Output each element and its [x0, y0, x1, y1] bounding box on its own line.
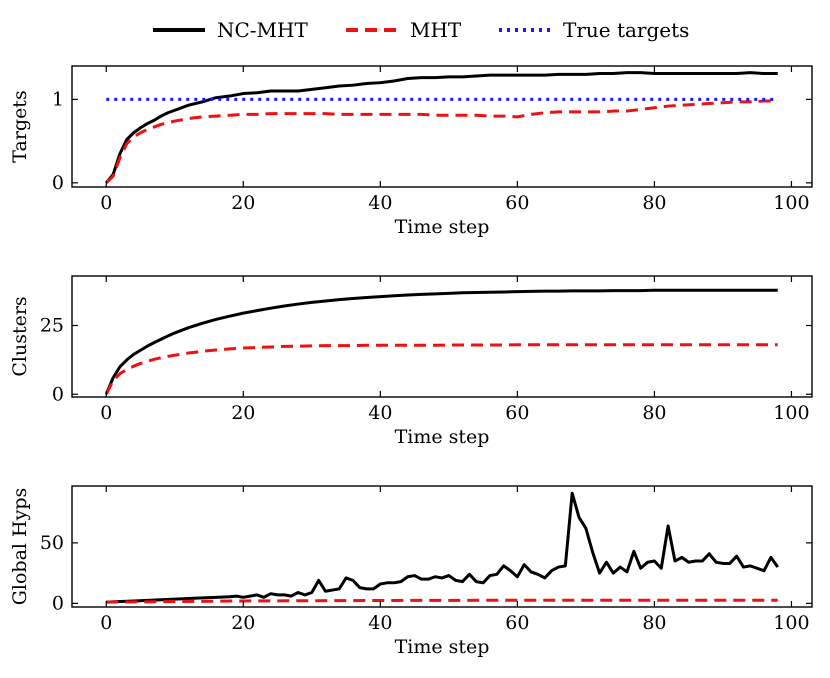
clusters-y-axis-label: Clusters [9, 296, 31, 376]
global-hyps-y-tick-label: 0 [52, 592, 64, 614]
global-hyps-panel: 0 20 40 60 80 100 0 50 Time step Global Hyps [9, 485, 813, 658]
targets-x-tick-label: 20 [231, 192, 255, 214]
targets-series-nc-mht [105, 71, 778, 184]
targets-x-tick-label: 60 [505, 192, 529, 214]
clusters-y-tick-label: 0 [52, 383, 64, 405]
legend-label-nc-mht: NC-MHT [217, 18, 308, 42]
global-hyps-x-tick-label: 80 [642, 612, 666, 634]
targets-x-tick-label: 100 [773, 192, 809, 214]
clusters-series-group [104, 288, 778, 395]
global-hyps-y-tick-label: 50 [40, 532, 64, 554]
global-hyps-y-axis-label: Global Hyps [9, 488, 31, 606]
targets-y-tick-label: 0 [52, 172, 64, 194]
global-hyps-x-tick-label: 40 [368, 612, 392, 634]
targets-series-mht [105, 99, 778, 184]
global-hyps-x-tick-label: 100 [773, 612, 809, 634]
clusters-x-tick-label: 20 [231, 402, 255, 424]
clusters-x-tick-label: 80 [642, 402, 666, 424]
targets-x-tick-label: 80 [642, 192, 666, 214]
targets-series-group [105, 71, 778, 184]
targets-y-tick-label: 1 [52, 88, 64, 110]
global-hyps-x-tick-label: 20 [231, 612, 255, 634]
targets-x-axis-label: Time step [395, 216, 490, 238]
global-hyps-series-group [106, 491, 779, 604]
clusters-series-mht [104, 343, 778, 395]
targets-panel: 0 20 40 60 80 100 0 1 Time step Targets [9, 65, 813, 238]
targets-y-axis-label: Targets [9, 90, 31, 162]
targets-axes-frame [71, 65, 813, 188]
targets-x-tick-label: 40 [368, 192, 392, 214]
clusters-panel: 0 20 40 60 80 100 0 25 Time step Clusters [9, 275, 813, 448]
global-hyps-x-tick-label: 0 [100, 612, 112, 634]
legend-label-true-targets: True targets [563, 18, 689, 42]
clusters-x-tick-label: 0 [100, 402, 112, 424]
global-hyps-series-mht [106, 598, 778, 604]
clusters-x-tick-label: 40 [368, 402, 392, 424]
global-hyps-x-axis-label: Time step [395, 636, 490, 658]
clusters-series-nc-mht [104, 288, 778, 395]
clusters-axes-frame [71, 275, 813, 398]
clusters-x-tick-label: 100 [773, 402, 809, 424]
clusters-y-tick-label: 25 [40, 315, 64, 337]
clusters-x-tick-label: 60 [505, 402, 529, 424]
legend: NC-MHT MHT True targets [153, 18, 689, 42]
targets-x-tick-label: 0 [100, 192, 112, 214]
legend-label-mht: MHT [410, 18, 462, 42]
global-hyps-series-nc-mht [106, 491, 779, 604]
clusters-x-axis-label: Time step [395, 426, 490, 448]
global-hyps-x-tick-label: 60 [505, 612, 529, 634]
global-hyps-axes-frame [71, 485, 813, 608]
